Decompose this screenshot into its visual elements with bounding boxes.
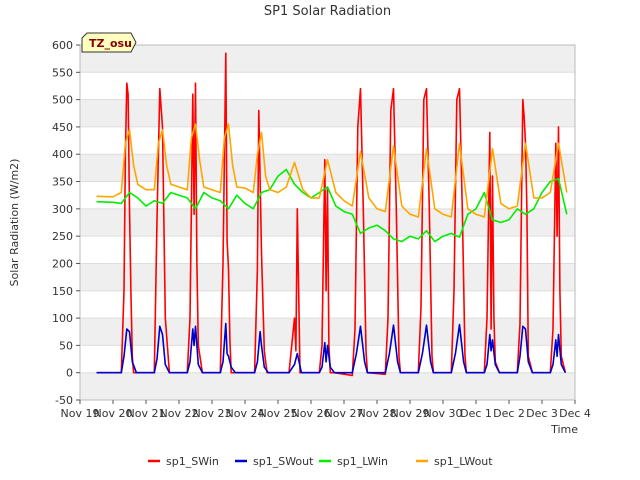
legend-label: sp1_SWin	[166, 455, 219, 468]
site-badge-shape	[81, 32, 137, 53]
x-tick-label: Nov 21	[127, 407, 166, 420]
y-tick-label: 300	[52, 203, 73, 216]
x-tick-label: Nov 27	[325, 407, 364, 420]
y-tick-label: 250	[52, 230, 73, 243]
x-tick-label: Nov 22	[160, 407, 199, 420]
y-tick-label: 200	[52, 257, 73, 270]
x-tick-label: Nov 20	[94, 407, 133, 420]
x-tick-label: Dec 2	[493, 407, 525, 420]
series-line-sp1_LWout	[96, 123, 568, 218]
series-line-sp1_SWin	[96, 52, 567, 377]
legend-label: sp1_LWin	[337, 455, 388, 468]
y-axis-ticks: -50 0 50 100 150 200 250 300 350 400 450 500 550 600	[52, 39, 80, 407]
y-tick-label: 100	[52, 312, 73, 325]
x-tick-label: Dec 3	[526, 407, 558, 420]
x-tick-label: Nov 28	[358, 407, 397, 420]
legend-label: sp1_LWout	[434, 455, 493, 468]
site-badge-label: TZ_osu	[89, 37, 132, 50]
x-axis-label: Time	[550, 423, 578, 436]
y-tick-label: 550	[52, 66, 73, 79]
plot-frame	[79, 44, 576, 401]
x-tick-label: Nov 29	[391, 407, 430, 420]
x-tick-label: Nov 25	[259, 407, 298, 420]
y-axis-label: Solar Radiation (W/m2)	[8, 159, 21, 287]
x-tick-label: Dec 1	[460, 407, 492, 420]
x-tick-label: Dec 4	[559, 407, 591, 420]
y-tick-label: 50	[59, 339, 73, 352]
x-tick-label: Nov 26	[292, 407, 331, 420]
x-tick-label: Nov 24	[226, 407, 265, 420]
series-layer	[96, 52, 568, 377]
plot-band	[80, 45, 575, 73]
y-tick-label: 450	[52, 121, 73, 134]
plot-band	[80, 99, 575, 127]
x-tick-label: Nov 23	[193, 407, 232, 420]
series-line-sp1_LWin	[96, 168, 568, 243]
x-tick-label: Nov 19	[61, 407, 100, 420]
y-tick-label: 600	[52, 39, 73, 52]
y-tick-label: 0	[66, 367, 73, 380]
site-badge: TZ_osu	[81, 32, 137, 53]
y-tick-label: 150	[52, 285, 73, 298]
y-tick-label: 350	[52, 176, 73, 189]
series-line-sp1_SWout	[96, 322, 567, 374]
plot-band	[80, 372, 575, 400]
chart-title: SP1 Solar Radiation	[264, 4, 391, 19]
y-tick-label: 400	[52, 148, 73, 161]
plot-band	[80, 154, 575, 182]
y-tick-label: 500	[52, 94, 73, 107]
axes	[79, 44, 576, 401]
legend-label: sp1_SWout	[253, 455, 314, 468]
x-tick-label: Nov 30	[424, 407, 463, 420]
y-tick-label: -50	[55, 394, 73, 407]
legend: sp1_SWin sp1_SWout sp1_LWin sp1_LWout	[148, 455, 493, 468]
